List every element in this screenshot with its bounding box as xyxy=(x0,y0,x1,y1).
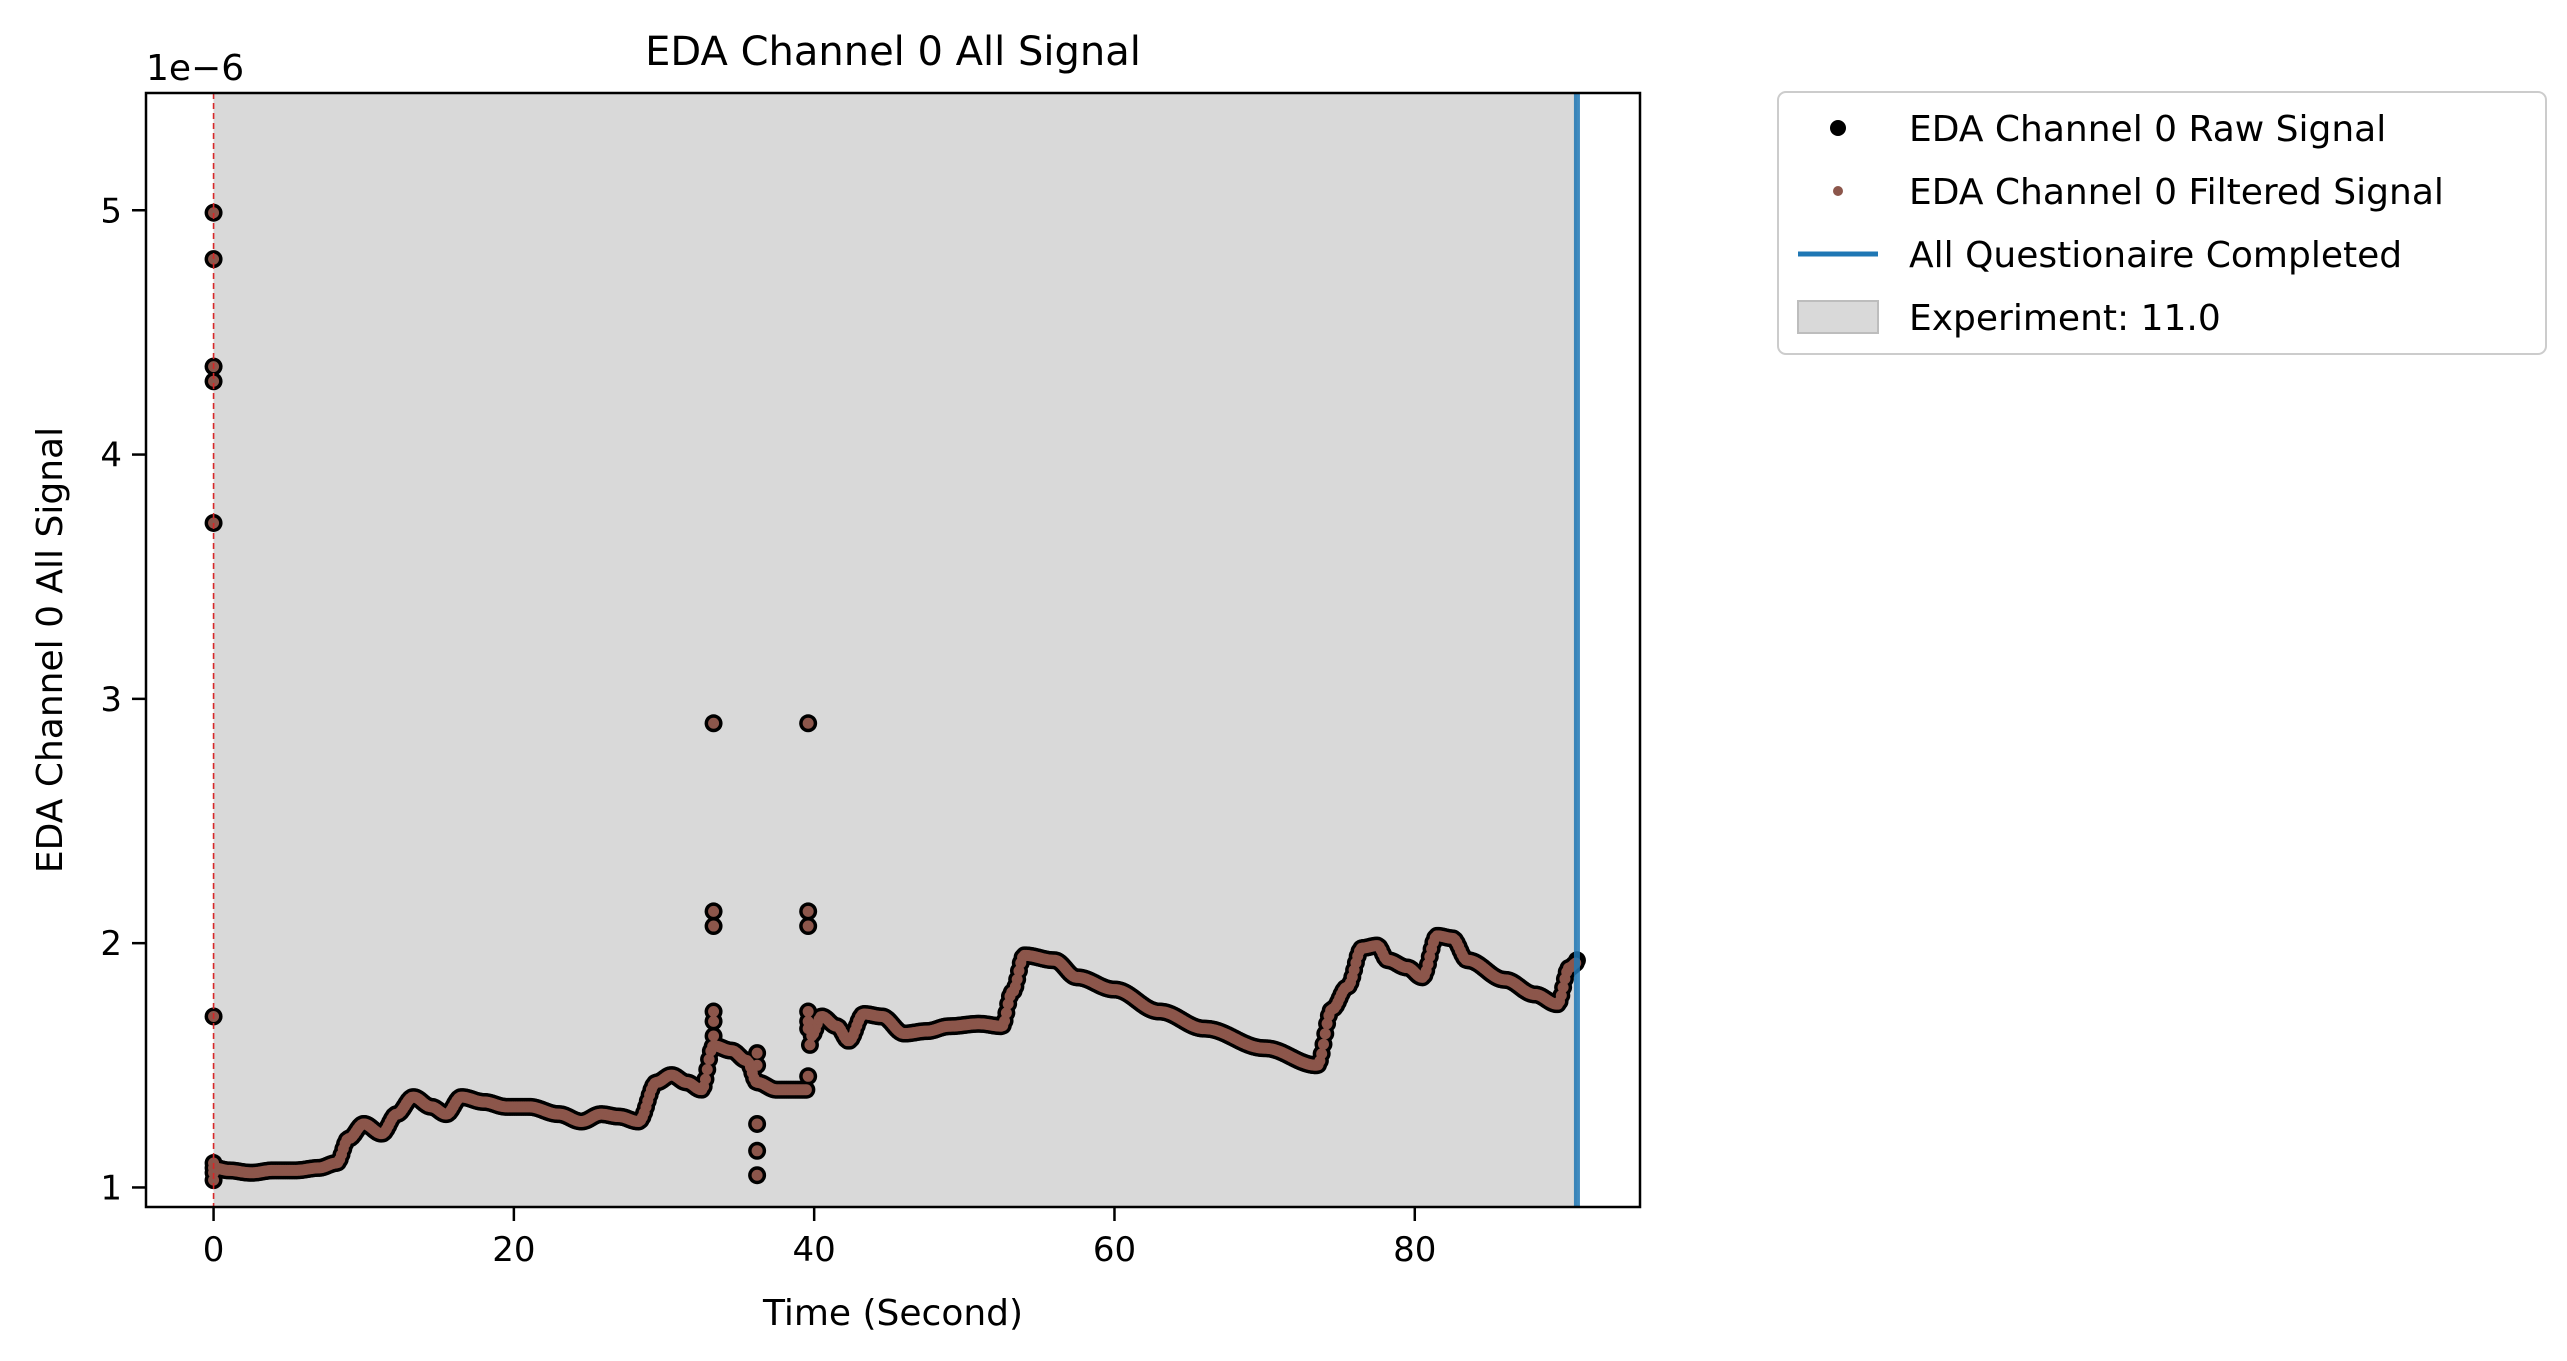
x-tick-label: 40 xyxy=(793,1230,836,1270)
filtered-signal-point xyxy=(751,1145,763,1157)
filtered-signal-point xyxy=(708,1015,720,1027)
legend: EDA Channel 0 Raw Signal EDA Channel 0 Fi… xyxy=(1777,91,2547,355)
filtered-signal-point xyxy=(703,1053,715,1065)
experiment-span-layer xyxy=(213,93,1577,1207)
axes-frame xyxy=(144,91,1642,1209)
legend-label: Experiment: 11.0 xyxy=(1909,298,2221,339)
y-tick-label: 3 xyxy=(100,680,122,720)
filtered-signal-point xyxy=(208,253,220,265)
axis-ticks: 0 20 40 60 80 1 2 3 4 5 xyxy=(100,191,1436,1270)
y-tick-label: 2 xyxy=(100,924,122,964)
filtered-signal-point xyxy=(1557,981,1569,993)
filtered-signal-point xyxy=(1000,1007,1012,1019)
filtered-signal-point xyxy=(802,717,814,729)
filtered-signal-point xyxy=(208,1174,220,1186)
filtered-signal-point xyxy=(1316,1048,1328,1060)
filtered-signal-point xyxy=(751,1047,763,1059)
filtered-signal-point xyxy=(708,920,720,932)
filtered-signal-point xyxy=(708,717,720,729)
legend-raw-marker xyxy=(1830,120,1846,136)
filtered-signal-point xyxy=(699,1073,711,1085)
legend-label: EDA Channel 0 Raw Signal xyxy=(1909,109,2386,150)
filtered-signal-point xyxy=(701,1063,713,1075)
filtered-signal-point xyxy=(208,375,220,387)
filtered-signal-point xyxy=(751,1118,763,1130)
filtered-signal-point xyxy=(751,1169,763,1181)
y-scale-offset-label: 1e−6 xyxy=(146,48,244,89)
filtered-signal-point xyxy=(1317,1038,1329,1050)
y-axis-label: EDA Channel 0 All Signal xyxy=(30,427,71,873)
filtered-signal-point xyxy=(802,1070,814,1082)
filtered-signal-point xyxy=(802,1023,814,1035)
filtered-signal-point xyxy=(804,1039,816,1051)
legend-box xyxy=(1777,91,2547,355)
x-tick-label: 0 xyxy=(203,1230,225,1270)
x-tick-label: 80 xyxy=(1393,1230,1436,1270)
y-tick-label: 5 xyxy=(100,191,122,231)
filtered-signal-point xyxy=(208,517,220,529)
legend-experiment-patch xyxy=(1797,300,1879,334)
experiment-span xyxy=(213,93,1577,1207)
x-axis-label: Time (Second) xyxy=(762,1293,1023,1334)
x-tick-label: 60 xyxy=(1093,1230,1136,1270)
signal-layer xyxy=(204,203,1586,1190)
filtered-signal-point xyxy=(708,905,720,917)
filtered-signal-point xyxy=(708,1006,720,1018)
filtered-signal-point xyxy=(802,920,814,932)
filtered-signal-point xyxy=(708,1030,720,1042)
y-tick-label: 1 xyxy=(100,1168,122,1208)
filtered-signal-point xyxy=(802,905,814,917)
filtered-signal-point xyxy=(1011,973,1023,985)
event-lines-layer xyxy=(212,93,1580,1207)
filtered-signal-point xyxy=(802,1006,814,1018)
filtered-signal-point xyxy=(800,1084,812,1096)
legend-label: EDA Channel 0 Filtered Signal xyxy=(1909,172,2444,213)
legend-filtered-marker xyxy=(1833,186,1843,196)
x-tick-label: 20 xyxy=(492,1230,535,1270)
filtered-signal-point xyxy=(751,1059,763,1071)
filtered-signal-point xyxy=(1319,1028,1331,1040)
y-tick-label: 4 xyxy=(100,436,122,476)
chart-title: EDA Channel 0 All Signal xyxy=(645,29,1141,75)
legend-label: All Questionaire Completed xyxy=(1909,235,2402,276)
filtered-signal-point xyxy=(208,207,220,219)
